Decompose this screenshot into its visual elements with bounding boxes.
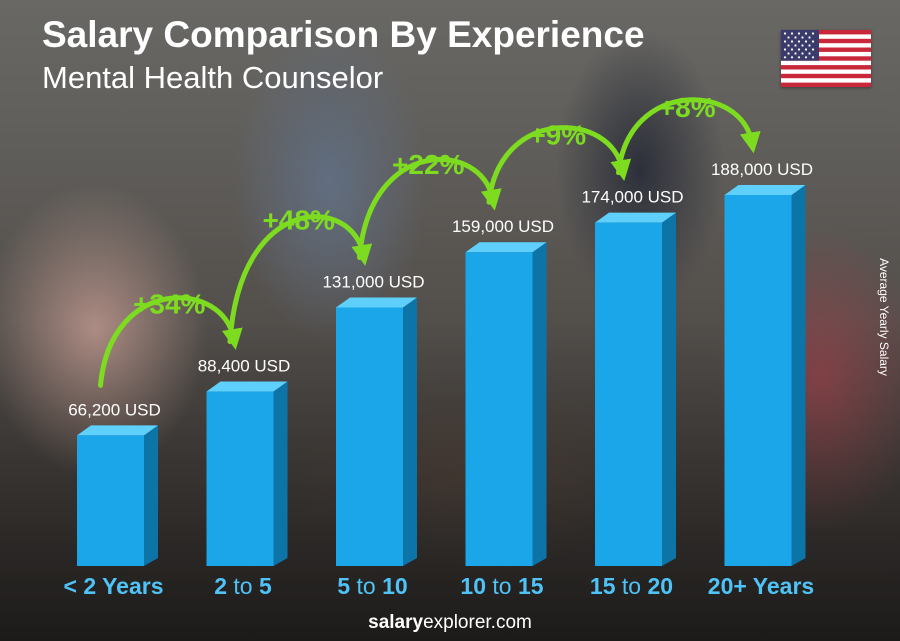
- increase-label: +34%: [133, 289, 205, 320]
- bar-side: [273, 381, 288, 566]
- category-label: 2 to 5: [214, 573, 272, 599]
- bar-side: [791, 185, 806, 566]
- category-label-start: 2: [214, 573, 227, 599]
- category-label: 5 to 10: [337, 573, 407, 599]
- category-label-end: 5: [259, 573, 272, 599]
- category-label-end: 20: [647, 573, 673, 599]
- bar-side: [403, 297, 417, 566]
- footer-brand: salaryexplorer.com: [0, 612, 900, 634]
- bar: [206, 391, 274, 566]
- increase-arrow: [98, 295, 243, 388]
- bar-side: [532, 242, 547, 566]
- bar-top: [336, 297, 417, 308]
- value-label: 131,000 USD: [322, 272, 424, 291]
- bar-side: [144, 425, 158, 566]
- footer-brand-bold: salary: [368, 612, 424, 633]
- category-label-start: 20+ Years: [708, 573, 814, 599]
- increase-label: +22%: [392, 149, 464, 180]
- value-label: 88,400 USD: [198, 357, 291, 376]
- category-label-mid: to: [486, 573, 518, 599]
- category-label-end: 15: [518, 573, 544, 599]
- bar: [465, 252, 533, 566]
- category-label: < 2 Years: [64, 573, 164, 599]
- increase-label: +9%: [529, 120, 586, 151]
- bar: [77, 435, 144, 566]
- category-label: 15 to 20: [590, 573, 673, 599]
- footer-brand-rest: explorer.com: [423, 612, 532, 633]
- increase-arrow: [616, 97, 761, 176]
- category-label: 10 to 15: [460, 573, 543, 599]
- bar: [336, 307, 403, 566]
- increase-arrow: [227, 214, 373, 345]
- bar-top: [724, 185, 806, 195]
- bar-top: [77, 425, 158, 436]
- value-label: 66,200 USD: [68, 400, 161, 419]
- bar-top: [595, 212, 676, 223]
- bar-top: [206, 381, 288, 392]
- category-label-mid: to: [350, 573, 382, 599]
- bar-side: [662, 212, 676, 566]
- bar: [595, 222, 662, 566]
- category-label-start: < 2 Years: [64, 573, 164, 599]
- us-flag-icon: [781, 30, 871, 87]
- increase-label: +48%: [263, 204, 335, 235]
- category-label-end: 10: [382, 573, 408, 599]
- bar-top: [465, 242, 547, 253]
- category-label-start: 5: [337, 573, 350, 599]
- category-label: 20+ Years: [708, 573, 814, 599]
- value-label: 188,000 USD: [711, 160, 813, 179]
- category-label-mid: to: [616, 573, 648, 599]
- category-label-start: 15: [590, 573, 616, 599]
- chart-title: Salary Comparison By Experience: [42, 14, 645, 55]
- category-label-mid: to: [227, 573, 259, 599]
- value-label: 174,000 USD: [581, 188, 683, 207]
- category-label-start: 10: [460, 573, 486, 599]
- chart-subtitle: Mental Health Counselor: [42, 60, 384, 95]
- increase-arrow: [357, 156, 502, 260]
- increase-arrow: [486, 125, 632, 205]
- increase-label: +8%: [659, 92, 716, 123]
- bar: [724, 195, 792, 566]
- value-label: 159,000 USD: [452, 217, 554, 236]
